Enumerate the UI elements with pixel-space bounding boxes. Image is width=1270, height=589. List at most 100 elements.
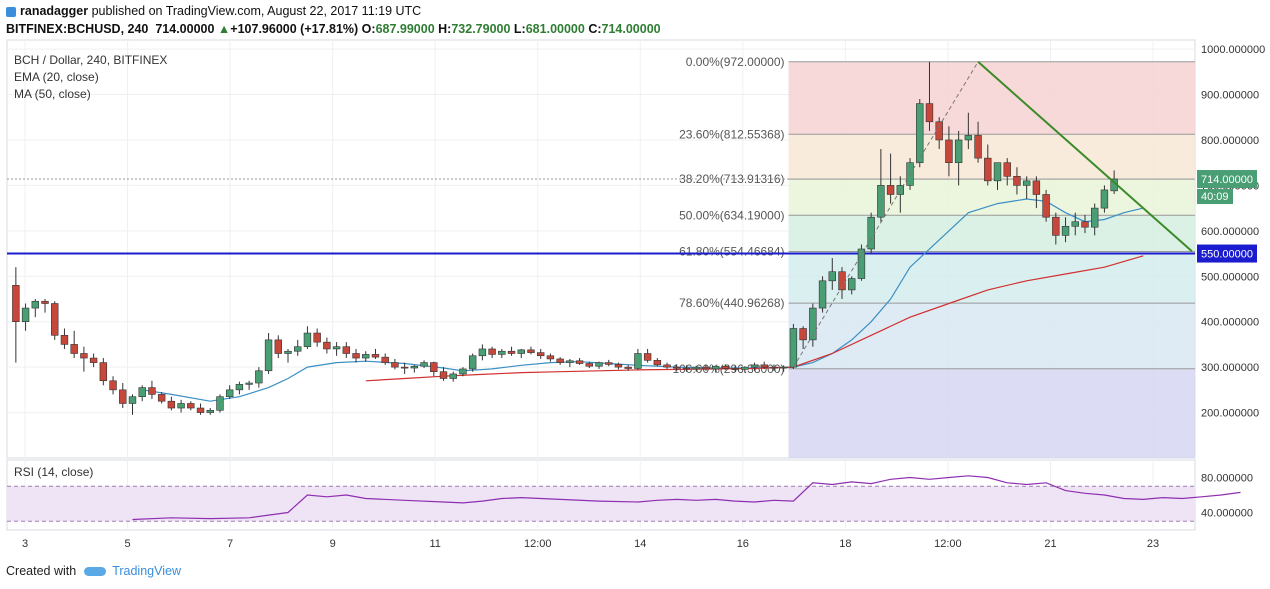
candle-body bbox=[779, 366, 788, 369]
rsi-band bbox=[7, 486, 1195, 522]
fib-label: 23.60%(812.55368) bbox=[679, 127, 784, 141]
candle-body bbox=[420, 362, 428, 367]
x-tick-label: 3 bbox=[22, 538, 28, 550]
close-label: C: bbox=[588, 22, 602, 36]
candle-body bbox=[352, 353, 360, 359]
candle-body bbox=[517, 349, 525, 354]
x-tick-label: 5 bbox=[124, 538, 130, 550]
candle-body bbox=[964, 135, 973, 141]
candle-body bbox=[274, 339, 282, 354]
candle-body bbox=[750, 364, 759, 368]
fib-label: 78.60%(440.96268) bbox=[679, 296, 784, 310]
candle-body bbox=[206, 409, 214, 413]
trendline bbox=[977, 61, 1193, 253]
candle-body bbox=[692, 366, 700, 370]
candle-body bbox=[225, 389, 234, 397]
candle-body bbox=[478, 348, 487, 357]
candle-body bbox=[595, 362, 603, 367]
projection-line bbox=[792, 61, 979, 368]
fib-zone bbox=[788, 303, 1195, 369]
published-text: published on TradingView.com, August 22,… bbox=[91, 4, 422, 18]
price-chart[interactable]: 1000.000000900.000000800.000000700.00000… bbox=[0, 0, 1270, 560]
candle-body bbox=[925, 103, 934, 123]
candle-body bbox=[673, 366, 681, 369]
rsi-tick-label: 80.000000 bbox=[1201, 473, 1253, 485]
x-tick-label: 23 bbox=[1147, 538, 1159, 550]
candle-body bbox=[585, 363, 593, 367]
candle-body bbox=[498, 350, 506, 355]
candle-body bbox=[1100, 189, 1109, 209]
candle-body bbox=[51, 303, 59, 336]
candle-body bbox=[624, 366, 632, 369]
quote-line: BITFINEX:BCHUSD, 240 714.00000 ▲+107.960… bbox=[6, 22, 661, 36]
y-tick-label: 200.000000 bbox=[1201, 408, 1259, 420]
tradingview-cloud-icon bbox=[84, 567, 107, 577]
footer: Created with TradingView bbox=[6, 564, 181, 578]
candle-body bbox=[682, 367, 691, 370]
support-tag: 550.00000 bbox=[1201, 249, 1253, 261]
open-value: 687.99000 bbox=[375, 22, 435, 36]
candle-body bbox=[1013, 176, 1021, 186]
high-label: H: bbox=[438, 22, 452, 36]
candle-body bbox=[138, 387, 146, 397]
candle-body bbox=[886, 185, 895, 195]
x-tick-label: 9 bbox=[330, 538, 336, 550]
x-tick-label: 12:00 bbox=[524, 538, 552, 550]
candle-body bbox=[342, 346, 351, 354]
x-tick-label: 7 bbox=[227, 538, 233, 550]
candle-body bbox=[575, 360, 584, 364]
legend-line-3: MA (50, close) bbox=[14, 87, 91, 101]
candle-body bbox=[391, 362, 399, 368]
x-tick-label: 14 bbox=[634, 538, 646, 550]
candle-body bbox=[1091, 207, 1099, 228]
up-arrow-icon: ▲ bbox=[217, 22, 231, 36]
rsi-title: RSI (14, close) bbox=[14, 465, 93, 479]
author-name[interactable]: ranadagger bbox=[20, 4, 89, 18]
candle-body bbox=[439, 371, 448, 379]
countdown-bg bbox=[1197, 189, 1233, 205]
y-tick-label: 500.000000 bbox=[1201, 271, 1259, 283]
candle-body bbox=[527, 349, 535, 353]
candle-body bbox=[614, 364, 623, 368]
candle-body bbox=[1071, 221, 1079, 227]
tradingview-brand-link[interactable]: TradingView bbox=[112, 564, 181, 578]
candle-body bbox=[536, 352, 545, 357]
candle-body bbox=[410, 365, 419, 369]
candle-body bbox=[1022, 180, 1031, 186]
candle-body bbox=[546, 355, 555, 360]
fib-label: 50.00%(634.19000) bbox=[679, 208, 784, 222]
candle-body bbox=[556, 358, 564, 363]
candle-body bbox=[235, 384, 244, 391]
fib-label: 61.80%(554.46684) bbox=[679, 245, 784, 259]
candle-body bbox=[1052, 216, 1060, 236]
candle-body bbox=[128, 396, 137, 404]
low-label: L: bbox=[513, 22, 526, 36]
candle-body bbox=[362, 354, 370, 359]
y-tick-label: 600.000000 bbox=[1201, 226, 1259, 238]
candle-body bbox=[381, 356, 389, 363]
candle-body bbox=[818, 280, 827, 309]
candle-body bbox=[12, 285, 20, 322]
candle-body bbox=[770, 366, 778, 369]
candle-body bbox=[294, 346, 302, 352]
candle-body bbox=[877, 185, 885, 218]
candle-body bbox=[177, 403, 185, 409]
x-tick-label: 12:00 bbox=[934, 538, 962, 550]
candle-body bbox=[867, 216, 875, 250]
candle-body bbox=[332, 346, 341, 350]
candle-body bbox=[799, 328, 807, 341]
price-change: +107.96000 (+17.81%) bbox=[230, 22, 359, 36]
candle-body bbox=[60, 335, 69, 345]
candle-body bbox=[255, 370, 263, 384]
publish-line: ranadagger published on TradingView.com,… bbox=[6, 4, 421, 18]
candle-body bbox=[702, 366, 710, 370]
candle-body bbox=[954, 139, 963, 163]
open-label: O: bbox=[361, 22, 376, 36]
candle-body bbox=[789, 328, 798, 368]
legend-line-1: BCH / Dollar, 240, BITFINEX bbox=[14, 53, 167, 67]
candle-body bbox=[1081, 221, 1089, 228]
candle-body bbox=[721, 365, 730, 369]
candle-body bbox=[828, 271, 836, 282]
created-with-label: Created with bbox=[6, 564, 77, 578]
last-price: 714.00000 bbox=[155, 22, 215, 36]
